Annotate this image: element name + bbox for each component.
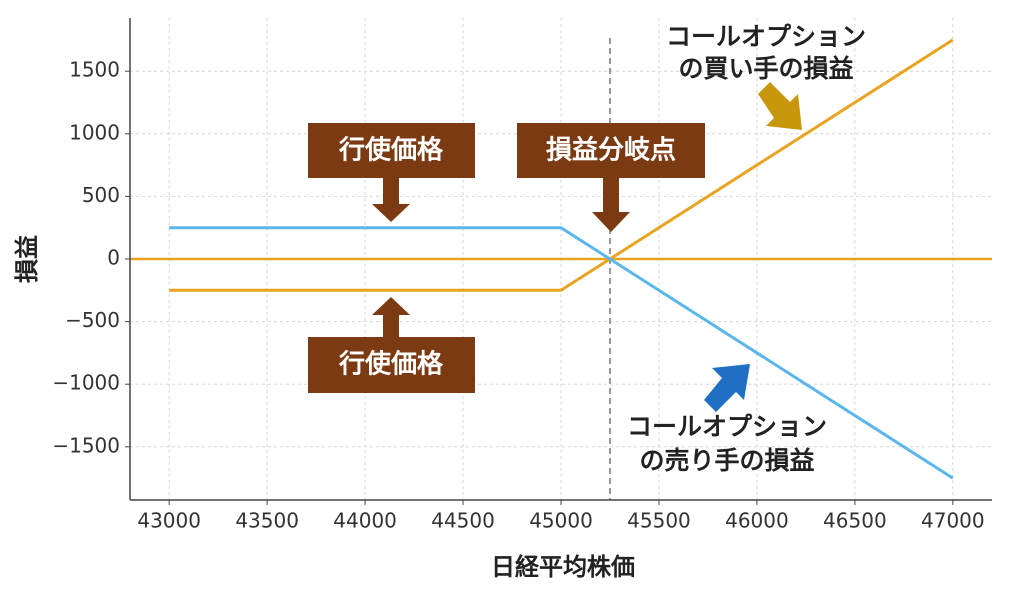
arrow [372,178,410,222]
arrow [372,297,410,337]
x-axis-label: 日経平均株価 [491,553,635,581]
y-tick-label: −1000 [52,371,120,395]
y-axis-label: 損益 [13,235,41,283]
x-tick-label: 43500 [235,509,299,533]
x-tick-label: 45000 [529,509,593,533]
y-tick-label: 1000 [69,120,120,144]
annotation-box [517,123,705,178]
x-tick-label: 43000 [137,509,201,533]
x-tick-label: 45500 [627,509,691,533]
arrow [592,178,630,232]
y-tick-label: −500 [65,308,120,332]
y-tick-label: 0 [107,246,120,270]
x-tick-label: 44500 [431,509,495,533]
annotation-text: 行使価格 [338,349,444,380]
annotation-text: コールオプション [627,412,827,441]
y-tick-label: 1500 [69,58,120,82]
y-tick-label: −1500 [52,433,120,457]
marks [130,38,992,500]
annotation-text: の買い手の損益 [678,54,853,83]
arrow [704,364,750,412]
x-tick-label: 47000 [921,509,985,533]
annotation-text: 損益分岐点 [546,135,676,166]
annotation-text: コールオプション [666,22,866,51]
x-tick-label: 44000 [333,509,397,533]
series-line [169,38,954,292]
arrow [758,82,802,130]
y-tick-label: 500 [82,183,120,207]
x-tick-label: 46000 [725,509,789,533]
x-tick-label: 46500 [823,509,887,533]
series-line [169,226,954,480]
annotation-box [308,123,475,178]
annotation-box [308,337,475,393]
annotation-text: 行使価格 [338,135,444,166]
annotation-text: の売り手の損益 [639,446,814,475]
